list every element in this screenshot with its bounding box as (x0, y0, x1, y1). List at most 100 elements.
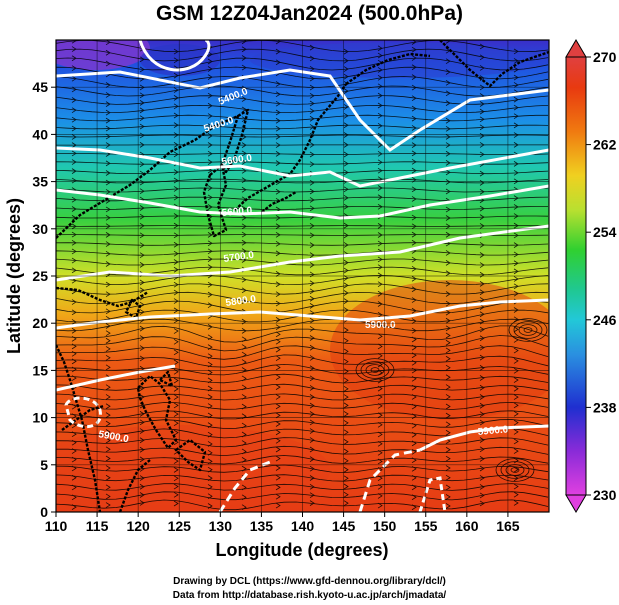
wind-arrow (207, 324, 213, 330)
wind-arrow (479, 214, 485, 220)
wind-arrow (105, 170, 111, 176)
wind-arrow (377, 264, 383, 271)
wind-arrow (479, 384, 485, 391)
wind-arrow (445, 332, 451, 339)
wind-arrow (241, 431, 247, 438)
wind-arrow (479, 223, 485, 229)
streamline (56, 291, 549, 305)
colorbar-bottom-arrow (565, 494, 587, 513)
wind-arrow (241, 116, 247, 122)
wind-arrow (71, 248, 77, 255)
wind-arrow (173, 467, 179, 473)
wind-arrow (207, 248, 213, 255)
wind-arrow (445, 455, 451, 462)
wind-arrow (139, 483, 145, 490)
wind-arrow (377, 458, 383, 465)
wind-arrow (241, 64, 247, 71)
wind-arrow (275, 465, 281, 471)
wind-arrow (513, 316, 519, 323)
wind-arrow (241, 150, 247, 157)
wind-arrow (105, 323, 111, 329)
wind-arrow (411, 457, 417, 464)
streamline (56, 354, 549, 368)
x-tick-label: 135 (250, 518, 274, 534)
wind-arrow (309, 55, 315, 62)
wind-arrow (377, 272, 383, 279)
wind-arrow (479, 205, 485, 212)
wind-arrow (513, 419, 519, 426)
wind-arrow (513, 410, 519, 417)
wind-arrow (71, 46, 77, 52)
wind-arrow (71, 134, 77, 140)
wind-arrow (479, 43, 485, 50)
wind-arrow (309, 115, 315, 122)
wind-arrow (173, 213, 179, 219)
wind-arrow (173, 95, 179, 101)
streamline (56, 491, 549, 501)
wind-arrow (275, 40, 281, 45)
wind-arrow (309, 179, 315, 186)
wind-arrow (343, 88, 349, 94)
wind-arrow (377, 185, 383, 191)
wind-arrow (411, 186, 417, 193)
wind-arrow (207, 361, 213, 368)
wind-arrow (411, 256, 417, 263)
wind-arrow (173, 402, 179, 409)
wind-arrow (241, 457, 247, 463)
wind-arrow (71, 319, 77, 325)
wind-arrow (513, 142, 519, 148)
wind-arrow (411, 286, 417, 293)
wind-arrow (377, 483, 383, 490)
wind-arrow (309, 492, 315, 499)
wind-arrow (479, 437, 485, 443)
wind-arrow (173, 103, 179, 110)
contour-label: 5600.0 (221, 153, 253, 168)
wind-arrow (173, 87, 179, 93)
wind-arrow (105, 142, 111, 148)
wind-arrow (275, 394, 281, 400)
wind-arrow (275, 142, 281, 148)
wind-arrow (275, 493, 281, 500)
wind-arrow (479, 375, 485, 381)
wind-arrow (241, 205, 247, 212)
wind-arrow (309, 188, 315, 195)
wind-arrow (105, 101, 111, 107)
wind-arrow (241, 287, 247, 294)
wind-arrow (105, 291, 111, 298)
wind-arrow (71, 159, 77, 165)
wind-arrow (343, 232, 349, 239)
streamline (56, 335, 549, 352)
wind-arrow (139, 294, 145, 301)
wind-arrow (377, 150, 383, 157)
wind-arrow (139, 492, 145, 498)
wind-arrow (71, 55, 77, 62)
vortex-ring (510, 467, 520, 473)
streamline (56, 300, 549, 314)
wind-arrow (241, 223, 247, 230)
wind-arrow (445, 134, 451, 140)
contour-label: 5900.0 (365, 320, 396, 331)
wind-arrow (513, 213, 519, 219)
wind-arrow (275, 151, 281, 157)
wind-arrow (377, 493, 383, 499)
wind-arrow (275, 160, 281, 166)
wind-arrow (241, 125, 247, 132)
wind-arrow (343, 429, 349, 436)
wind-arrow (309, 205, 315, 212)
wind-arrow (343, 327, 349, 333)
wind-arrow (377, 385, 383, 392)
wind-arrow (343, 222, 349, 229)
wind-arrow (71, 231, 77, 238)
wind-arrow (377, 449, 383, 456)
wind-arrow (343, 385, 349, 392)
wind-arrow (105, 82, 111, 88)
wind-arrow (309, 335, 315, 341)
wind-arrow (309, 108, 315, 114)
y-axis: 0 5 10 15 20 25 30 35 40 45 (32, 79, 56, 520)
wind-arrow (513, 402, 519, 409)
y-tick-label: 40 (32, 126, 48, 142)
wind-arrow (479, 297, 485, 303)
wind-arrow (411, 484, 417, 491)
wind-arrow (207, 466, 213, 473)
wind-arrow (71, 107, 77, 113)
